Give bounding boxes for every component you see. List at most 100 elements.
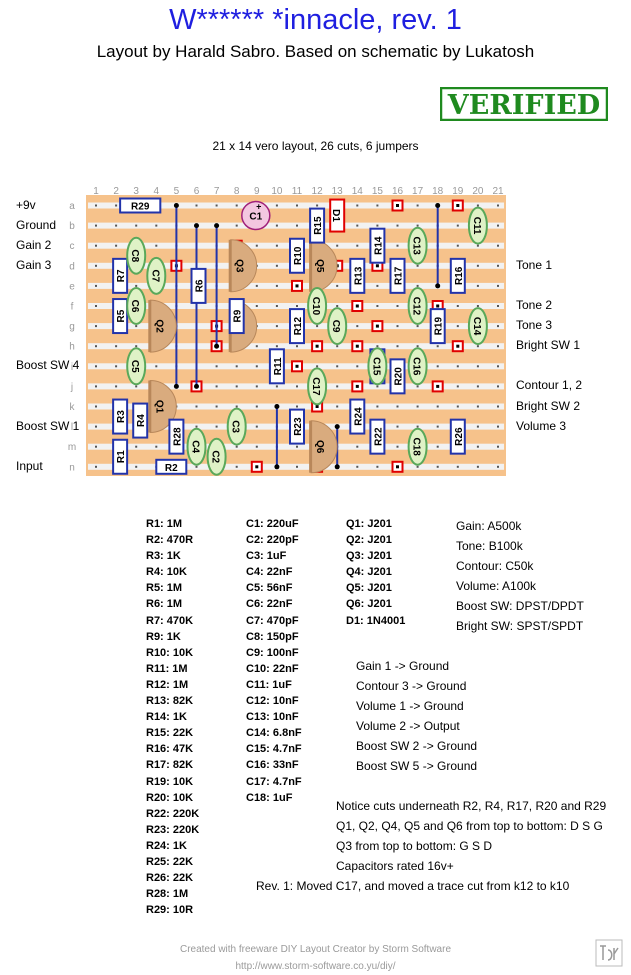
board-hole [476, 425, 479, 428]
trace-cut-hole [355, 344, 359, 348]
board-hole [336, 244, 339, 247]
board-hole [135, 385, 138, 388]
resistor-body [369, 227, 386, 264]
components: Q3Q5Q2Q4Q1Q6R29R7R5R3R1R4R2R28R6R9R11R10… [112, 197, 488, 476]
trace-cut-hole [436, 384, 440, 388]
resistor: R22 [369, 418, 386, 455]
diode: D1 [329, 198, 346, 233]
resistor-label: R12 [293, 316, 304, 335]
resistor: R9 [228, 298, 245, 335]
capacitor-label: C2 [210, 450, 221, 463]
board-hole [215, 405, 218, 408]
semiconductor-list: Q1: J201 Q2: J201 Q3: J201 Q4: J201 Q5: … [346, 518, 406, 627]
board-hole [255, 345, 258, 348]
board-hole [296, 224, 298, 227]
board-hole [316, 365, 319, 368]
board-hole [456, 244, 459, 247]
transistor-body [230, 239, 258, 293]
board-hole [95, 425, 97, 428]
board-hole [155, 445, 158, 448]
board-hole [115, 385, 118, 388]
column-label: 7 [214, 186, 220, 197]
board-hole [416, 204, 419, 207]
board-hole [497, 465, 499, 468]
jumper-end [173, 203, 179, 208]
left-label: Boost SW 4 [16, 358, 80, 373]
transistor-flat [148, 300, 152, 353]
verified-stamp-text: VERIFIED [447, 90, 600, 121]
board-hole [497, 405, 499, 408]
board-hole [336, 405, 339, 408]
capacitor-label: C12 [411, 297, 422, 316]
trace-cut-hole [255, 465, 259, 469]
row-letter: d [69, 261, 75, 272]
footer-credit: Created with freeware DIY Layout Creator… [179, 944, 452, 955]
resistor: R29 [119, 197, 162, 214]
resistor: R10 [289, 237, 305, 274]
board-hole [275, 264, 278, 267]
capacitor: C9 [327, 307, 348, 346]
resistor: R12 [289, 308, 305, 345]
column-label: 5 [174, 186, 180, 197]
trace-cut-hole [315, 405, 319, 408]
column-label: 11 [292, 186, 303, 197]
row-letter: h [69, 342, 75, 353]
board-hole [275, 345, 278, 348]
board-hole [476, 284, 479, 287]
board-hole [396, 244, 399, 247]
transistor: Q6 [309, 420, 338, 474]
trace-cut-hole [355, 304, 359, 308]
electrolytic-capacitor: C1+ [241, 200, 271, 231]
resistor-label: R29 [131, 202, 150, 213]
capacitor: C14 [467, 307, 488, 346]
elcap-body [241, 200, 271, 231]
capacitor-body [467, 307, 488, 346]
transistor-flat [309, 239, 313, 292]
column-label: 12 [312, 186, 324, 197]
transistor-label: Q2 [153, 319, 164, 333]
column-label: 19 [452, 186, 464, 197]
board-hole [396, 405, 399, 408]
resistor-body [119, 197, 162, 214]
capacitor: C13 [407, 226, 428, 265]
board-hole [336, 385, 339, 388]
board-hole [396, 445, 399, 448]
resistor-body [349, 257, 366, 294]
footer: Created with freeware DIY Layout Creator… [0, 941, 631, 975]
resistor-body [449, 257, 466, 294]
resistor-label: R16 [454, 266, 465, 285]
resistor: R4 [132, 402, 149, 439]
row-letter: j [70, 382, 73, 393]
board-hole [235, 465, 238, 468]
board-hole [275, 204, 278, 207]
transistor-label: Q3 [234, 259, 245, 273]
footer-url[interactable]: http://www.storm-software.co.yu/diy/ [235, 961, 396, 972]
capacitor: C7 [146, 256, 167, 295]
resistor-body [112, 298, 129, 335]
board-hole [497, 365, 499, 368]
trace-cut-hole [456, 344, 460, 348]
board-hole [416, 465, 419, 468]
resistor: R13 [349, 257, 366, 294]
resistor: R14 [369, 227, 386, 264]
board-hole [497, 425, 499, 428]
resistor-body [112, 398, 129, 435]
board-hole [456, 365, 459, 368]
board-hole [95, 284, 97, 287]
jumper-end [274, 404, 280, 409]
board-hole [497, 385, 499, 388]
capacitor-label: C14 [471, 317, 482, 336]
resistor: R16 [449, 257, 466, 294]
row-letter: i [71, 362, 73, 373]
board-hole [497, 244, 499, 247]
transistor-label: Q5 [314, 259, 325, 273]
capacitor-label: C6 [129, 300, 140, 313]
resistor-body [389, 257, 406, 294]
board-hole [95, 325, 97, 328]
elcap-plus: + [256, 202, 261, 212]
row-letter: n [69, 462, 75, 473]
board-hole [336, 284, 339, 287]
capacitor: C5 [126, 347, 147, 386]
board-hole [396, 325, 399, 328]
board-hole [235, 224, 238, 227]
